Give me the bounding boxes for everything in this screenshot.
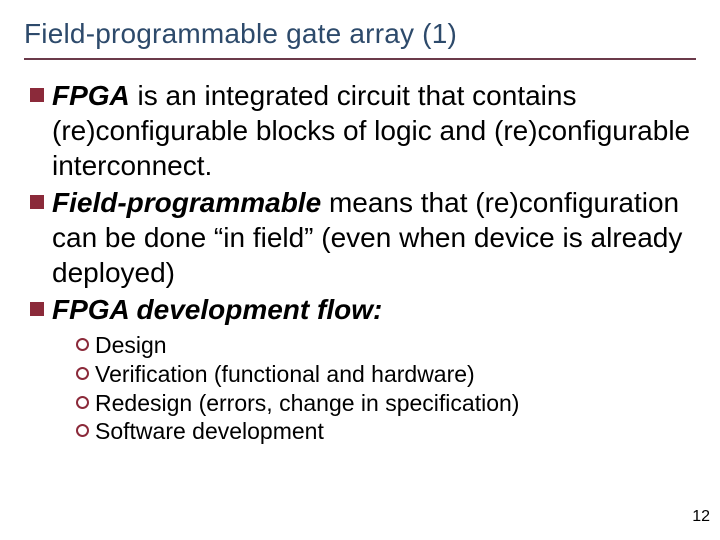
sub-bullet-list: Design Verification (functional and hard…: [30, 331, 692, 446]
sub-bullet-item: Redesign (errors, change in specificatio…: [76, 389, 692, 418]
sub-bullet-text: Redesign (errors, change in specificatio…: [95, 389, 519, 418]
slide-title: Field-programmable gate array (1): [24, 18, 457, 50]
bullet-strong: Field-programmable: [52, 187, 321, 218]
sub-bullet-item: Design: [76, 331, 692, 360]
sub-bullet-item: Software development: [76, 417, 692, 446]
bullet-strong: FPGA development flow:: [52, 294, 382, 325]
sub-bullet-item: Verification (functional and hardware): [76, 360, 692, 389]
bullet-item: FPGA is an integrated circuit that conta…: [30, 78, 692, 183]
bullet-strong: FPGA: [52, 80, 130, 111]
sub-bullet-text: Design: [95, 331, 167, 360]
square-bullet-icon: [30, 302, 44, 316]
sub-bullet-text: Verification (functional and hardware): [95, 360, 475, 389]
page-number: 12: [692, 508, 710, 526]
ring-bullet-icon: [76, 396, 89, 409]
slide: Field-programmable gate array (1) FPGA i…: [0, 0, 720, 540]
title-block: Field-programmable gate array (1): [24, 18, 457, 56]
ring-bullet-icon: [76, 338, 89, 351]
bullet-item: Field-programmable means that (re)config…: [30, 185, 692, 290]
bullet-text: FPGA is an integrated circuit that conta…: [52, 78, 692, 183]
bullet-item: FPGA development flow:: [30, 292, 692, 327]
bullet-text: Field-programmable means that (re)config…: [52, 185, 692, 290]
ring-bullet-icon: [76, 424, 89, 437]
title-underline: [24, 58, 696, 60]
square-bullet-icon: [30, 88, 44, 102]
sub-bullet-text: Software development: [95, 417, 324, 446]
ring-bullet-icon: [76, 367, 89, 380]
bullet-rest: is an integrated circuit that contains (…: [52, 80, 690, 181]
square-bullet-icon: [30, 195, 44, 209]
bullet-text: FPGA development flow:: [52, 292, 382, 327]
slide-body: FPGA is an integrated circuit that conta…: [24, 78, 696, 446]
